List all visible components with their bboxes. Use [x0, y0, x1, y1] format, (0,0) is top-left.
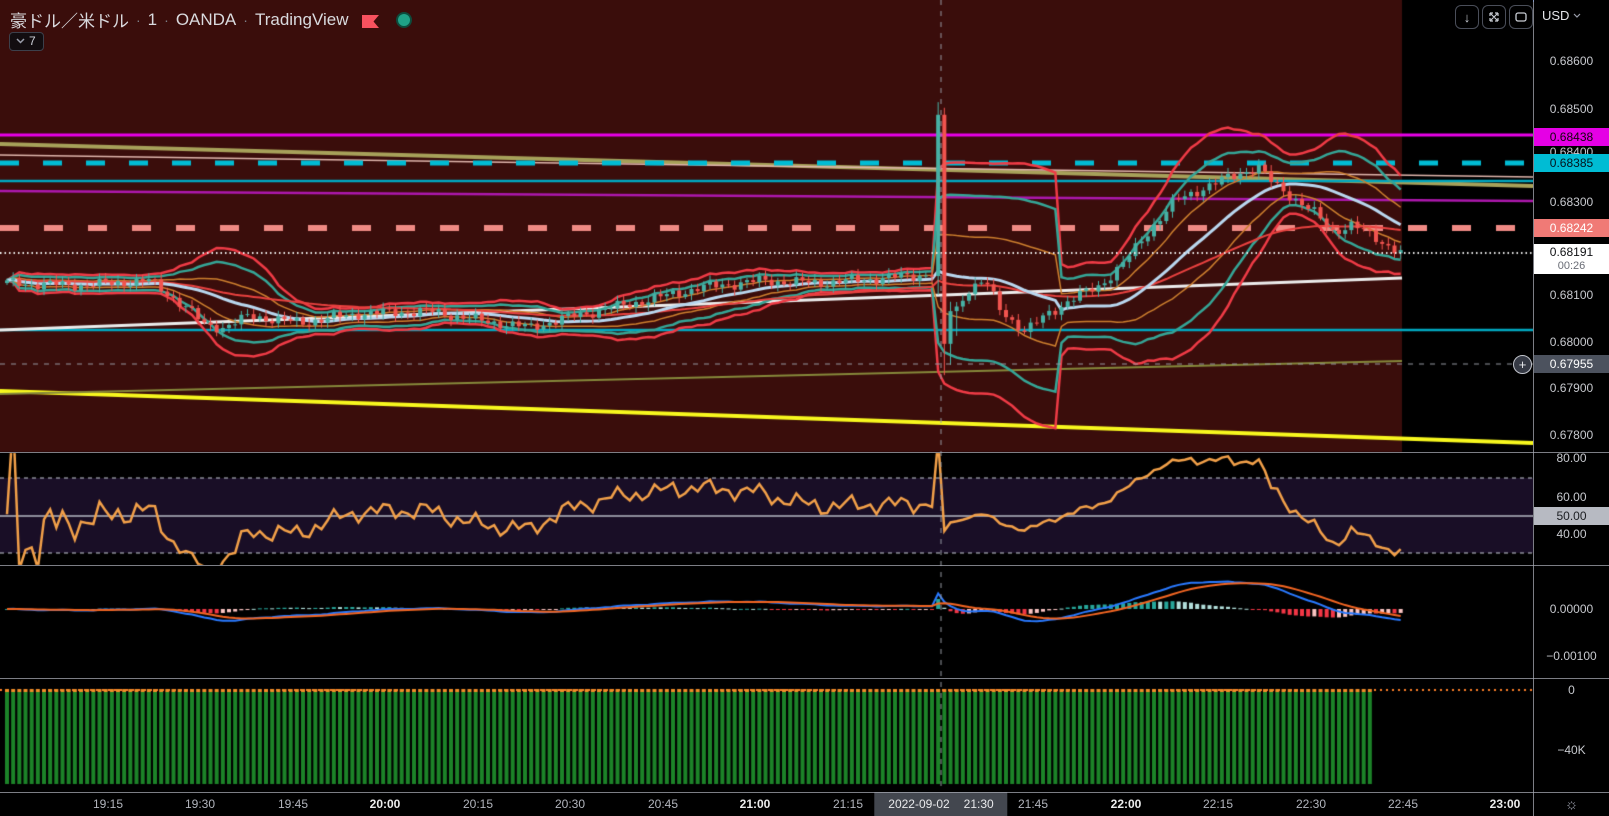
currency-selector[interactable]: USD: [1542, 8, 1581, 23]
fullscreen-button[interactable]: [1509, 5, 1533, 29]
fullscreen-icon: [1515, 12, 1527, 22]
time-axis-label: 20:00: [369, 797, 401, 811]
time-axis-label: 22:45: [1387, 797, 1419, 811]
download-button[interactable]: ↓: [1455, 5, 1479, 29]
maximize-button[interactable]: [1482, 5, 1506, 29]
price-axis-label: 0.67900: [1549, 381, 1594, 395]
symbol-name[interactable]: 豪ドル／米ドル: [10, 12, 129, 31]
price-level-label: 0.68242: [1534, 219, 1609, 237]
time-axis-label: 21:00: [739, 797, 771, 811]
maximize-icon: [1489, 12, 1499, 22]
chevron-down-icon: [16, 38, 25, 44]
price-axis-label: 0.68100: [1549, 288, 1594, 302]
price-axis-label: 0.68300: [1549, 195, 1594, 209]
pane-separator[interactable]: [0, 678, 1609, 679]
legend-separator: ·: [243, 11, 248, 28]
price-axis-label: −40K: [1557, 743, 1586, 757]
last-price-label: 0.68191 00:26: [1534, 244, 1609, 274]
price-axis-label: 0: [1568, 683, 1575, 697]
time-axis-label: 19:15: [92, 797, 124, 811]
chart-canvas[interactable]: [0, 0, 1533, 792]
currency-label: USD: [1542, 8, 1570, 23]
price-axis[interactable]: 0.68600 0.68500 0.68400 0.68300 0.68100 0.680…: [1534, 0, 1609, 792]
time-axis-label: 20:15: [462, 797, 494, 811]
time-axis-label: 22:30: [1295, 797, 1327, 811]
legend-separator: ·: [136, 11, 141, 28]
download-icon: ↓: [1463, 9, 1471, 25]
platform-label[interactable]: TradingView: [254, 9, 349, 29]
time-axis-label: 20:45: [647, 797, 679, 811]
price-axis-label: 0.68500: [1549, 102, 1594, 116]
crosshair-time: 21:30: [963, 797, 994, 811]
price-level-label: 0.68385: [1534, 154, 1609, 172]
market-status-icon[interactable]: [395, 11, 412, 28]
flag-icon[interactable]: [361, 13, 379, 28]
last-price-value: 0.68191: [1549, 245, 1594, 259]
crosshair-date: 2022-09-02: [888, 797, 950, 811]
crosshair-time-label: 2022-09-02 21:30: [874, 792, 1008, 816]
interval-label[interactable]: 1: [147, 9, 158, 29]
time-axis-label: 20:30: [554, 797, 586, 811]
pane-separator[interactable]: [0, 565, 1609, 566]
price-axis-label: 0.00000: [1549, 602, 1594, 616]
price-level-label: 0.68438: [1534, 128, 1609, 146]
price-axis-label: −0.00100: [1546, 649, 1597, 663]
time-axis-label: 21:45: [1017, 797, 1049, 811]
axis-separator: [0, 792, 1609, 793]
price-axis-label: 0.67800: [1549, 428, 1594, 442]
symbol-legend[interactable]: 豪ドル／米ドル · 1 · OANDA · TradingView: [10, 7, 412, 32]
price-axis-label: 0.68000: [1549, 335, 1594, 349]
price-axis-label: 60.00: [1556, 490, 1587, 504]
time-axis[interactable]: 19:15 19:30 19:45 20:00 20:15 20:30 20:45 21:00…: [0, 792, 1609, 816]
theme-sun-icon[interactable]: ☼: [1564, 795, 1579, 813]
legend-separator: ·: [164, 11, 169, 28]
price-axis-label: 0.68600: [1549, 54, 1594, 68]
indicators-collapse-chip[interactable]: 7: [9, 32, 44, 51]
time-axis-label: 23:00: [1489, 797, 1521, 811]
time-axis-label: 22:00: [1110, 797, 1142, 811]
price-axis-label: 80.00: [1556, 451, 1587, 465]
chart-toolbar: ↓: [1455, 5, 1533, 29]
time-axis-label: 19:45: [277, 797, 309, 811]
chevron-down-icon: [1574, 13, 1581, 18]
time-axis-label: 19:30: [184, 797, 216, 811]
bar-countdown: 00:26: [1557, 260, 1586, 272]
price-level-label: 0.67955: [1534, 355, 1609, 373]
crosshair-plus-icon[interactable]: +: [1513, 355, 1532, 374]
rsi-mid-label: 50.00: [1534, 507, 1609, 525]
time-axis-label: 21:15: [832, 797, 864, 811]
pane-separator[interactable]: [0, 452, 1609, 453]
exchange-label[interactable]: OANDA: [175, 9, 237, 29]
axis-separator: [1533, 0, 1534, 816]
time-axis-label: 22:15: [1202, 797, 1234, 811]
price-axis-label: 40.00: [1556, 527, 1587, 541]
chip-count: 7: [29, 34, 36, 48]
